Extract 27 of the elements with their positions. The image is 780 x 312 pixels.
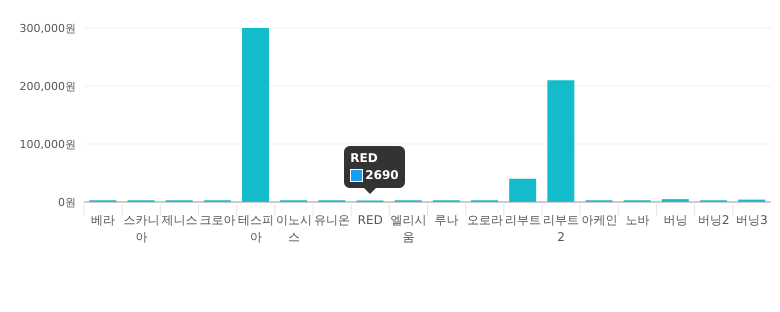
x-tick-label: 버닝 [664, 213, 688, 227]
annotation: 2690 [365, 167, 399, 184]
x-tick-label: 스카니아 [123, 213, 160, 244]
x-tick-label: 루나 [434, 213, 459, 227]
x-tick-label: RED [358, 213, 383, 227]
x-tick-label: 리부트 [504, 213, 541, 227]
x-tick-label: 유니온 [314, 213, 350, 227]
x-tick-label: 아케인 [581, 213, 618, 227]
x-tick-label: 크로아 [200, 213, 236, 227]
bar [242, 28, 270, 202]
bar [547, 80, 574, 202]
x-tick-label: 버닝2 [698, 213, 730, 227]
x-tick-label: 엘리시움 [390, 213, 426, 244]
y-tick-label: 0원 [58, 196, 76, 209]
x-tick-label: 테스피아 [238, 213, 274, 244]
y-tick-label: 200,000원 [20, 80, 76, 93]
x-tick-label: 노바 [625, 213, 650, 227]
x-tick-label: 리부트2 [543, 213, 580, 244]
x-tick-label: 이노시스 [276, 213, 312, 244]
y-tick-label: 100,000원 [20, 138, 76, 151]
x-tick-label: 버닝3 [736, 213, 768, 227]
x-tick-label: 오로라 [466, 213, 503, 227]
y-tick-label: 300,000원 [20, 22, 76, 35]
bar [509, 178, 536, 202]
x-tick-label: 베라 [91, 213, 116, 227]
x-tick-label: 제니스 [161, 213, 198, 227]
category-label: RED [350, 151, 378, 166]
